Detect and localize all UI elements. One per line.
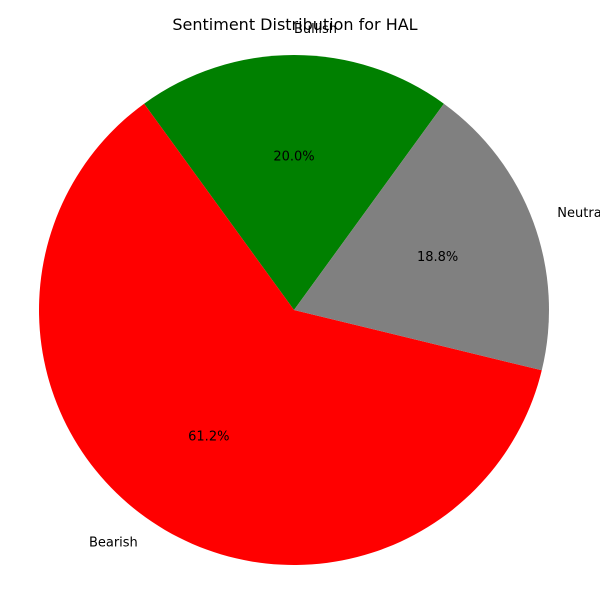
pie-category-label-bearish: Bearish xyxy=(89,535,138,550)
pie-slices xyxy=(39,54,550,565)
pie-pct-label-neutral: 18.8% xyxy=(417,250,458,265)
pie-pct-label-bullish: 20.0% xyxy=(273,150,314,165)
pie-slice-bullish xyxy=(144,54,444,310)
pie-category-label-neutral: Neutral xyxy=(557,206,600,221)
pie-category-label-bullish: Bullish xyxy=(294,22,337,37)
pie-slice-neutral xyxy=(294,103,550,371)
chart-title: Sentiment Distribution for HAL xyxy=(172,15,417,34)
pie-pct-label-bearish: 61.2% xyxy=(188,430,229,445)
pie-slice-bearish xyxy=(39,103,542,565)
pie-labels: 20.0% Bullish 61.2% Bearish 18.8% Neutral xyxy=(89,22,600,550)
